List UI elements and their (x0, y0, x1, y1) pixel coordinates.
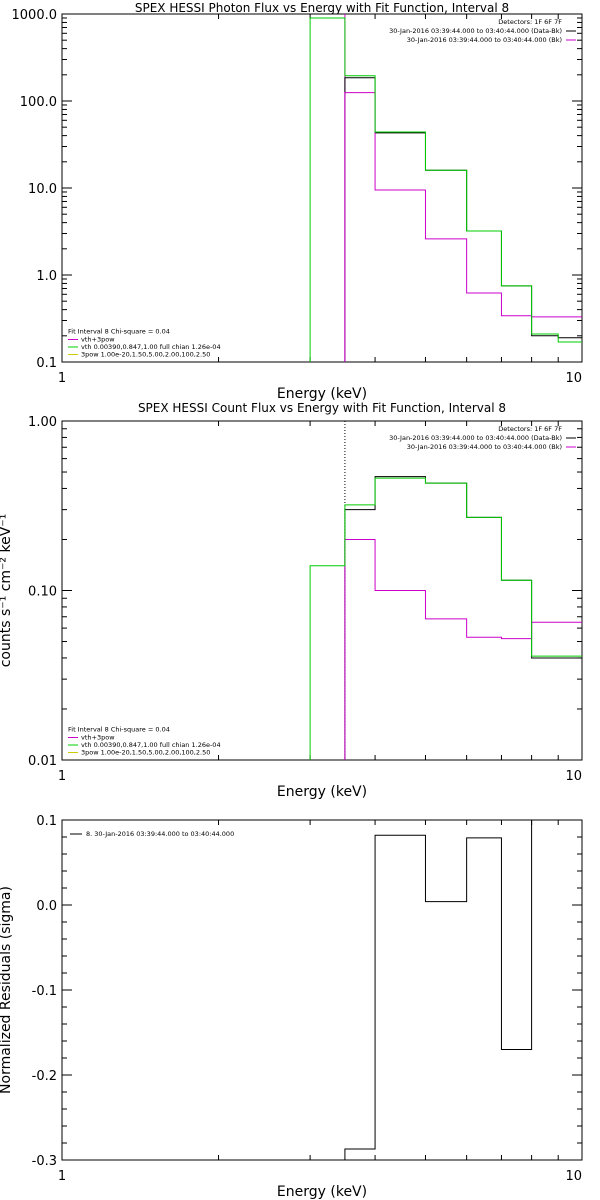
y-tick-label: 0.01 (28, 754, 57, 769)
y-tick-label: 1.0 (36, 269, 57, 284)
y-tick-label: 1000.0 (12, 8, 58, 23)
legend-header: Fit Interval 8 Chi-square = 0.04 (68, 328, 170, 336)
x-tick-label: 10 (565, 371, 582, 386)
y-axis-label: counts s⁻¹ cm⁻² keV⁻¹ (0, 514, 14, 668)
data-layer (309, 14, 582, 362)
series-step-line-2 (344, 538, 582, 760)
legend-header: Fit Interval 8 Chi-square = 0.04 (68, 726, 170, 734)
legend-header: Detectors: 1F 6F 7F (498, 425, 562, 433)
plot-frame (61, 13, 583, 363)
data-layer (309, 421, 582, 760)
series-step-line-3 (309, 17, 582, 362)
panel-3: -0.3 -0.2 -0.1 0.0 0.1 1 10 Energy (keV) Normali… (0, 814, 583, 1200)
plot-frame (61, 819, 583, 1161)
x-tick-label: 1 (58, 1169, 66, 1184)
chart-title: SPEX HESSI Photon Flux vs Energy with Fi… (135, 1, 509, 15)
legend-entry: 30-Jan-2016 03:39:44.000 to 03:40:44.000… (407, 36, 562, 44)
x-axis-label: Energy (keV) (277, 784, 367, 800)
series-step-line-1 (344, 820, 533, 1160)
y-tick-label: 1.00 (28, 415, 57, 430)
y-tick-label: 100.0 (20, 95, 57, 110)
legend-entry: 8. 30-Jan-2016 03:39:44.000 to 03:40:44.… (86, 830, 234, 838)
series-step-line-3 (309, 477, 582, 760)
y-tick-label: 10.0 (28, 182, 57, 197)
x-tick-label: 1 (58, 769, 66, 784)
x-axis-label: Energy (keV) (277, 386, 367, 402)
y-tick-label: 0.1 (36, 356, 57, 371)
y-tick-label: 0.1 (36, 814, 57, 829)
legend-entry: 30-Jan-2016 03:39:44.000 to 03:40:44.000… (389, 434, 562, 442)
y-axis-label: Normalized Residuals (sigma) (0, 886, 14, 1094)
legend-entry: 30-Jan-2016 03:39:44.000 to 03:40:44.000… (407, 443, 562, 451)
x-tick-label: 10 (565, 769, 582, 784)
legend-entry: vth 0.00390,0.847,1.00 full chian 1.26e-… (81, 343, 221, 351)
x-tick-label: 10 (565, 1169, 582, 1184)
y-tick-label: -0.2 (32, 1069, 57, 1084)
legend-entry: vth+3pow (81, 336, 115, 344)
panel-2: SPEX HESSI Count Flux vs Energy with Fit… (0, 401, 583, 800)
y-tick-label: 0.0 (36, 899, 57, 914)
y-tick-label: -0.3 (32, 1154, 57, 1169)
series-step-line-1 (344, 476, 582, 760)
legend-entry: 30-Jan-2016 03:39:44.000 to 03:40:44.000… (389, 27, 562, 35)
legend-header: Detectors: 1F 6F 7F (498, 18, 562, 26)
data-layer (344, 820, 533, 1160)
plot-frame (61, 420, 583, 761)
x-tick-label: 1 (58, 371, 66, 386)
legend-entry: vth+3pow (81, 734, 115, 742)
legend-entry: 3pow 1.00e-20,1.50,5.00,2.00,100,2.50 (81, 351, 210, 359)
panel-1: SPEX HESSI Photon Flux vs Energy with Fi… (12, 1, 583, 402)
y-tick-label: -0.1 (32, 984, 57, 999)
series-step-line-1 (344, 77, 582, 362)
y-tick-label: 0.10 (28, 585, 57, 600)
legend-entry: 3pow 1.00e-20,1.50,5.00,2.00,100,2.50 (81, 749, 210, 757)
chart-title: SPEX HESSI Count Flux vs Energy with Fit… (138, 401, 506, 415)
legend-entry: vth 0.00390,0.847,1.00 full chian 1.26e-… (81, 741, 221, 749)
x-axis-label: Energy (keV) (277, 1184, 367, 1200)
